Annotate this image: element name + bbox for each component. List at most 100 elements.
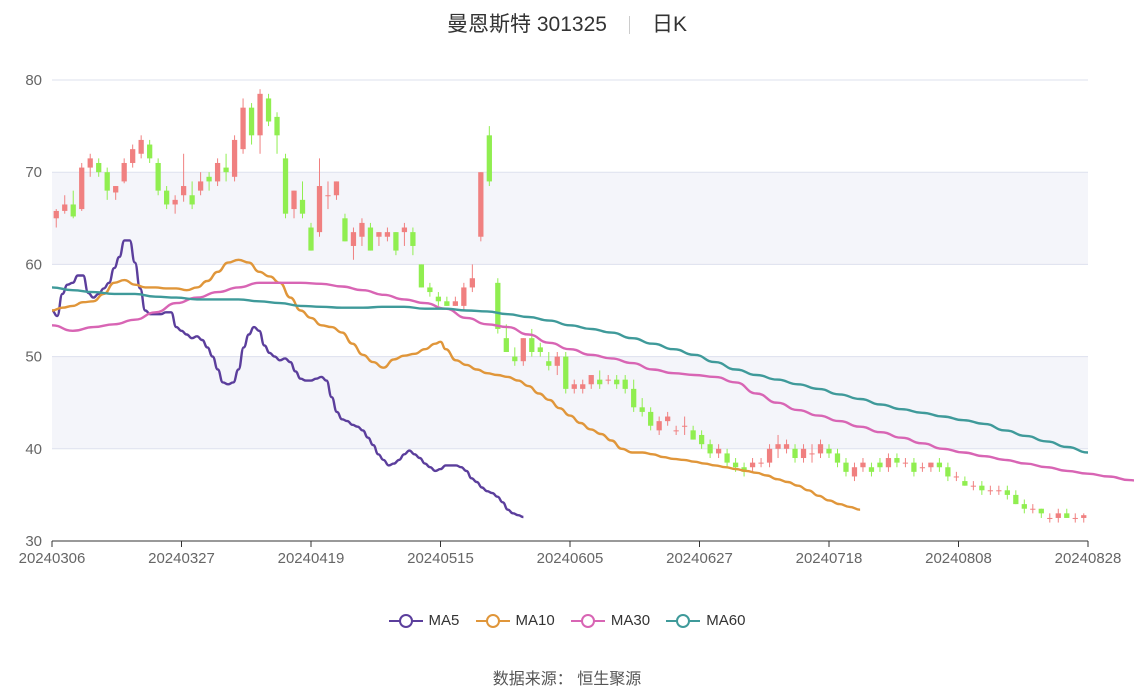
candle-body	[401, 227, 408, 233]
candle-body	[308, 227, 314, 251]
legend-ma30[interactable]: MA30	[570, 612, 651, 629]
candle-body	[783, 444, 790, 449]
x-tick-label: 20240306	[19, 550, 86, 567]
candle-body	[639, 407, 645, 412]
candle-body	[444, 301, 450, 306]
candle-body	[962, 481, 968, 486]
candle-body	[79, 167, 85, 210]
legend-ma5[interactable]: MA5	[388, 612, 459, 629]
y-tick-label: 70	[25, 164, 42, 181]
legend-ma60-marker	[666, 613, 701, 628]
candle-body	[987, 490, 993, 492]
y-tick-label: 80	[25, 72, 42, 89]
candle-body	[936, 462, 943, 468]
candle-body	[87, 158, 93, 168]
candle-body	[70, 204, 76, 217]
candle-body	[1047, 517, 1053, 519]
x-tick-label: 20240327	[148, 550, 215, 567]
candle-body	[155, 162, 161, 191]
candle-body	[512, 356, 518, 362]
candle-body	[758, 462, 764, 464]
candle-body	[410, 232, 416, 246]
candle-body	[486, 135, 492, 182]
candle-body	[919, 467, 926, 469]
candle-body	[1055, 513, 1061, 518]
candle-body	[138, 139, 144, 154]
legend-ma30-marker	[570, 613, 605, 628]
candle-body	[894, 458, 900, 463]
candle-body	[257, 93, 263, 136]
candle-body	[197, 181, 204, 191]
x-tick-label: 20240627	[666, 550, 733, 567]
candle-body	[885, 458, 892, 468]
candle-body	[325, 195, 331, 197]
y-axis: 30 40 50 60 70 80	[25, 72, 42, 550]
candle-body	[520, 338, 526, 362]
candle-body	[393, 232, 399, 251]
candle-body	[478, 172, 484, 237]
candle-body	[537, 347, 543, 352]
y-tick-label: 50	[25, 349, 42, 366]
legend-ma30-label: MA30	[610, 612, 651, 629]
candle-body	[1004, 490, 1010, 495]
candle-body	[104, 172, 110, 191]
candle-body	[732, 462, 739, 468]
candle-body	[826, 448, 832, 454]
candle-body	[656, 421, 662, 431]
candle-body	[333, 181, 340, 196]
y-tick-label: 30	[25, 533, 42, 550]
candle-body	[979, 485, 985, 491]
candle-body	[274, 116, 280, 136]
candles	[53, 89, 1087, 523]
candle-body	[469, 278, 475, 288]
candle-body	[418, 264, 425, 288]
candle-body	[682, 425, 688, 427]
candle-body	[860, 462, 866, 468]
candle-body	[113, 186, 119, 193]
candle-body	[546, 361, 552, 366]
candle-body	[427, 287, 433, 293]
candle-body	[631, 388, 637, 408]
candle-body	[970, 485, 976, 487]
candle-body	[792, 448, 798, 459]
candle-body	[384, 232, 391, 237]
candle-body	[359, 222, 365, 237]
chart-title-row: 曼恩斯特 301325 日K	[0, 8, 1134, 38]
candle-body	[851, 467, 858, 477]
candle-body	[130, 149, 136, 163]
candle-body	[223, 167, 229, 173]
candle-body	[265, 98, 272, 122]
legend-ma10[interactable]: MA10	[475, 612, 555, 629]
title-separator	[628, 16, 630, 35]
candle-body	[206, 176, 212, 182]
candle-body	[452, 301, 458, 306]
legend-ma60[interactable]: MA60	[666, 612, 745, 629]
candle-body	[953, 476, 960, 478]
candle-body	[554, 356, 560, 366]
candle-body	[605, 379, 611, 381]
legend-ma10-marker	[475, 613, 510, 628]
x-tick-label: 20240808	[925, 550, 992, 567]
candle-body	[350, 232, 357, 246]
candle-body	[172, 199, 178, 205]
x-tick-label: 20240718	[796, 550, 863, 567]
legend: MA5 MA10 MA30 MA60	[0, 612, 1134, 633]
candle-body	[1030, 508, 1036, 510]
ma10-line	[51, 258, 861, 511]
candle-body	[376, 232, 382, 237]
candle-body	[588, 375, 594, 385]
candle-body	[342, 218, 348, 242]
candle-body	[673, 430, 679, 432]
candle-body	[911, 462, 917, 472]
candle-body	[724, 453, 730, 463]
y-tick-label: 60	[25, 256, 42, 273]
candle-body	[1081, 515, 1087, 518]
candle-body	[529, 338, 535, 352]
candle-body	[945, 467, 951, 477]
candle-body	[902, 462, 909, 464]
candle-body	[461, 287, 467, 306]
chart-period: 日K	[651, 13, 687, 36]
x-axis: 20240306 20240327 20240419 20240515 20240605…	[19, 540, 1121, 567]
y-tick-label: 40	[25, 441, 42, 458]
candle-body	[996, 490, 1002, 492]
